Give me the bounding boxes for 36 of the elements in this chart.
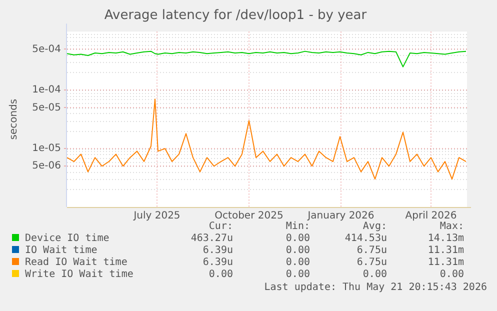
text: 6.39u xyxy=(202,257,233,269)
text: 0.00 xyxy=(284,245,310,257)
text: 6.75u xyxy=(356,257,387,269)
text: Last update: Thu May 21 20:15:43 2026 xyxy=(264,282,487,293)
text: 0.00 xyxy=(284,233,310,245)
text: Cur: xyxy=(208,221,233,233)
text: 0.00 xyxy=(362,269,387,281)
legend-label: Read IO Wait time xyxy=(24,257,128,269)
text: 0.00 xyxy=(208,269,233,281)
y-axis-title: seconds xyxy=(8,98,20,140)
text: 6.39u xyxy=(202,245,233,257)
text: Max: xyxy=(438,221,464,233)
legend-label: Write IO Wait time xyxy=(24,269,134,281)
y-tick-label: 1e-04 xyxy=(32,84,61,96)
y-tick-label: 5e-06 xyxy=(32,160,61,172)
text: Avg: xyxy=(362,221,387,233)
text: 0.00 xyxy=(438,269,464,281)
x-tick-label: October 2025 xyxy=(214,210,284,222)
text: 11.31m xyxy=(426,257,464,269)
chart-title: Average latency for /dev/loop1 - by year xyxy=(104,8,368,24)
x-tick-label: January 2026 xyxy=(306,210,374,222)
y-tick-label: 1e-05 xyxy=(32,143,61,154)
text: 0.00 xyxy=(284,257,310,269)
text: 0.00 xyxy=(284,269,310,281)
legend-label: Device IO time xyxy=(24,233,110,245)
x-tick-label: July 2025 xyxy=(132,210,180,222)
text: 14.13m xyxy=(426,233,464,245)
legend-label: IO Wait time xyxy=(24,245,98,257)
text: Min: xyxy=(284,221,310,233)
text: 463.27u xyxy=(190,233,233,245)
text: 414.53u xyxy=(344,233,387,245)
text: 6.75u xyxy=(356,245,387,257)
y-tick-label: 5e-04 xyxy=(32,44,61,55)
text: 11.31m xyxy=(426,245,464,257)
y-tick-label: 5e-05 xyxy=(32,102,61,114)
x-tick-label: April 2026 xyxy=(405,210,457,222)
